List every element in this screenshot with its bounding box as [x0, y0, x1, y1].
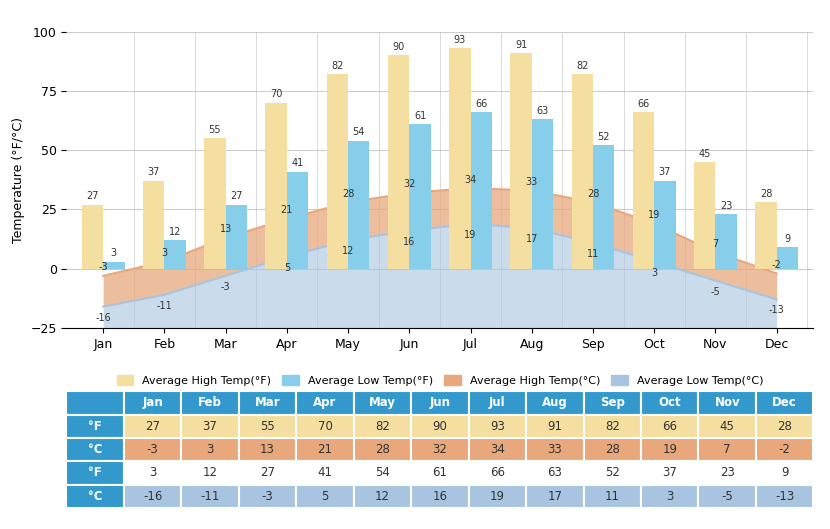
- Text: 13: 13: [219, 224, 232, 234]
- Bar: [449, 48, 471, 269]
- Bar: [532, 120, 553, 269]
- Text: 5: 5: [284, 263, 290, 273]
- Text: 28: 28: [342, 189, 354, 199]
- Text: 12: 12: [342, 246, 354, 256]
- Text: 34: 34: [465, 175, 476, 185]
- Bar: [81, 205, 103, 269]
- Text: 32: 32: [403, 179, 416, 189]
- Y-axis label: Temperature (°F/°C): Temperature (°F/°C): [12, 117, 25, 243]
- Bar: [226, 205, 247, 269]
- Bar: [715, 214, 737, 269]
- Text: 3: 3: [652, 268, 657, 278]
- Text: 82: 82: [576, 61, 588, 71]
- Bar: [103, 262, 124, 269]
- Bar: [388, 56, 409, 269]
- Text: 54: 54: [353, 127, 365, 137]
- Bar: [632, 112, 654, 269]
- Bar: [471, 112, 492, 269]
- Text: 70: 70: [270, 89, 282, 99]
- Text: 11: 11: [587, 249, 599, 259]
- Text: 82: 82: [331, 61, 344, 71]
- Text: 37: 37: [148, 168, 160, 178]
- Text: 3: 3: [161, 248, 168, 258]
- Bar: [287, 171, 308, 269]
- Text: 61: 61: [414, 111, 426, 121]
- Text: 91: 91: [515, 40, 527, 50]
- Legend: Average High Temp(°F), Average Low Temp(°F), Average High Temp(°C), Average Low : Average High Temp(°F), Average Low Temp(…: [113, 372, 767, 389]
- Bar: [266, 103, 287, 269]
- Text: 55: 55: [208, 125, 221, 135]
- Text: 52: 52: [598, 132, 610, 142]
- Bar: [409, 124, 431, 269]
- Text: 16: 16: [403, 237, 415, 247]
- Text: 12: 12: [168, 227, 181, 237]
- Text: 17: 17: [525, 234, 538, 244]
- Bar: [348, 141, 369, 269]
- Text: -16: -16: [95, 313, 111, 323]
- Text: 21: 21: [281, 205, 293, 215]
- Text: -2: -2: [772, 260, 782, 270]
- Text: -3: -3: [98, 262, 108, 272]
- Text: 66: 66: [637, 99, 650, 109]
- Text: 41: 41: [291, 158, 304, 168]
- Bar: [164, 240, 186, 269]
- Bar: [572, 75, 593, 269]
- Text: 33: 33: [525, 177, 538, 187]
- Bar: [777, 248, 798, 269]
- Text: 19: 19: [648, 210, 661, 220]
- Text: -3: -3: [221, 282, 231, 292]
- Text: 3: 3: [110, 248, 117, 258]
- Text: 7: 7: [712, 239, 719, 249]
- Bar: [143, 181, 164, 269]
- Text: 90: 90: [393, 42, 405, 52]
- Text: 27: 27: [230, 191, 242, 201]
- Text: 19: 19: [465, 230, 476, 240]
- Bar: [327, 75, 348, 269]
- Bar: [755, 203, 777, 269]
- Bar: [204, 139, 226, 269]
- Text: 66: 66: [475, 99, 487, 109]
- Text: 37: 37: [659, 168, 671, 178]
- Text: 27: 27: [86, 191, 99, 201]
- Text: -13: -13: [769, 305, 784, 315]
- Bar: [694, 162, 715, 269]
- Bar: [654, 181, 676, 269]
- Bar: [510, 53, 532, 269]
- Text: 93: 93: [454, 35, 466, 45]
- Text: 9: 9: [784, 234, 790, 244]
- Text: -5: -5: [710, 287, 720, 297]
- Text: 28: 28: [759, 189, 772, 199]
- Bar: [593, 145, 614, 269]
- Text: 23: 23: [720, 200, 732, 211]
- Text: 28: 28: [587, 189, 599, 199]
- Text: -11: -11: [157, 300, 173, 311]
- Text: 45: 45: [699, 149, 711, 159]
- Text: 63: 63: [536, 106, 549, 116]
